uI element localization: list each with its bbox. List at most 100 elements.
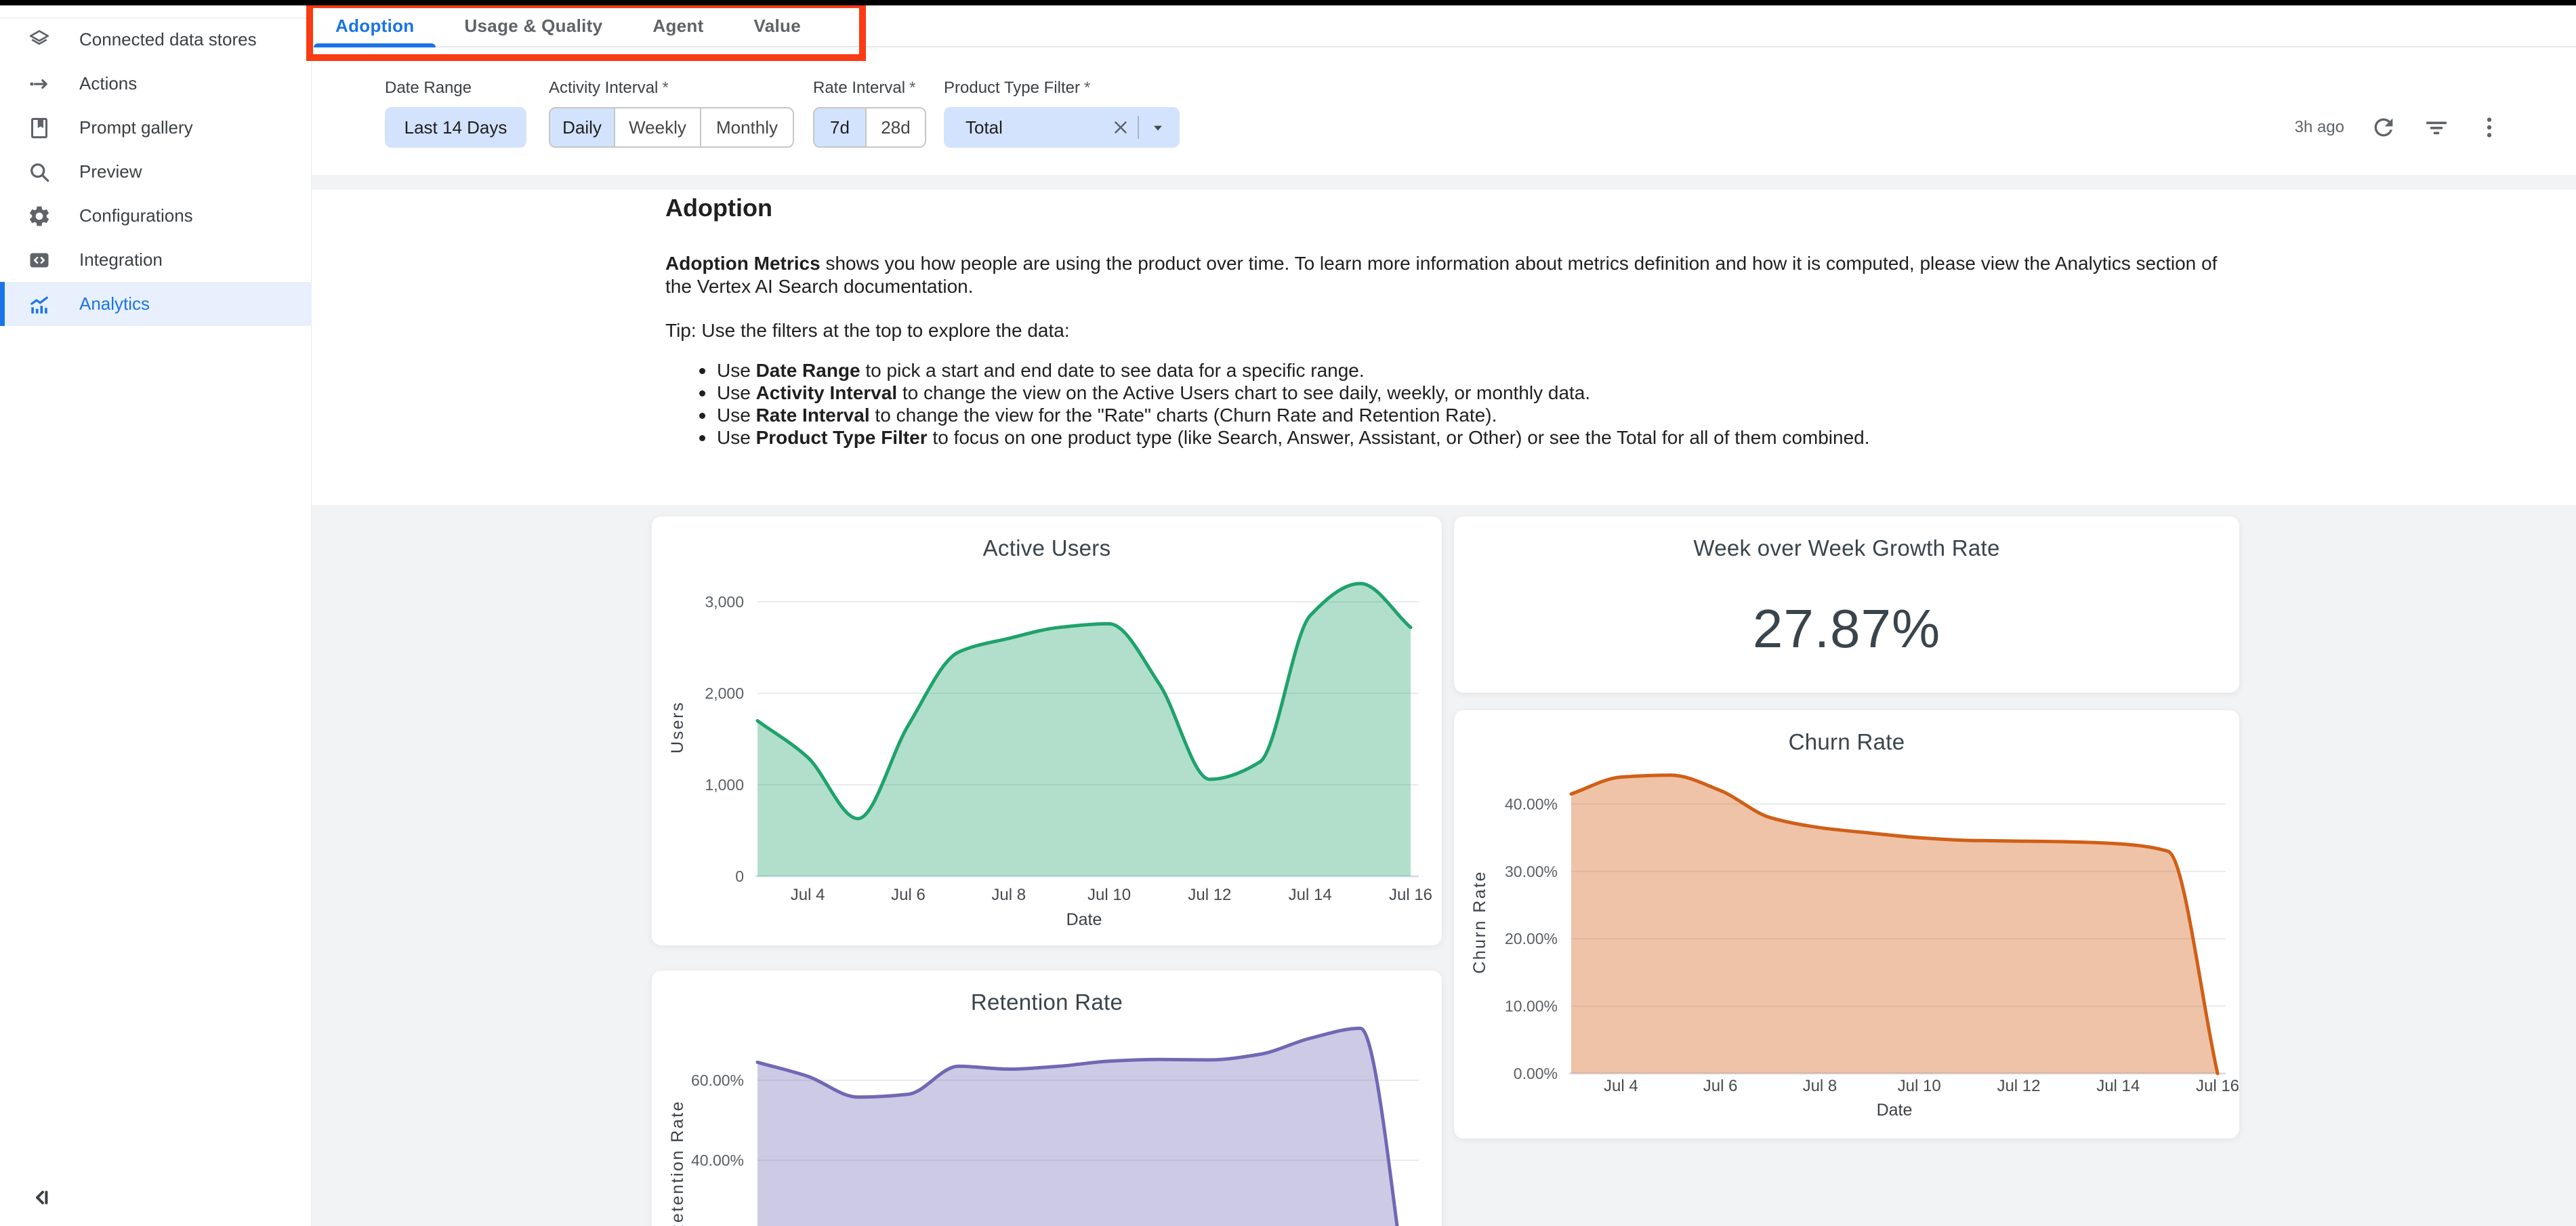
tab-label: Usage & Quality bbox=[464, 15, 603, 36]
product-type-filter-select[interactable]: Total bbox=[944, 107, 1180, 148]
sidebar-item-label: Analytics bbox=[79, 293, 150, 314]
svg-text:30.00%: 30.00% bbox=[1505, 863, 1558, 880]
tab-adoption[interactable]: Adoption bbox=[314, 5, 436, 47]
filter-icon[interactable] bbox=[2423, 114, 2450, 141]
svg-text:2,000: 2,000 bbox=[705, 684, 744, 702]
more-options-icon[interactable] bbox=[2476, 114, 2503, 141]
product-type-filter-label: Product Type Filter * bbox=[944, 79, 1091, 97]
description-panel bbox=[312, 190, 2576, 505]
sidebar: Connected data stores Actions bbox=[0, 5, 312, 1226]
search-icon bbox=[27, 160, 51, 184]
activity-interval-option-daily[interactable]: Daily bbox=[550, 108, 615, 146]
filter-bar: Date Range Last 14 Days Activity Interva… bbox=[312, 47, 2576, 175]
gear-icon bbox=[27, 204, 51, 228]
active-users-chart: 0 1,000 2,000 3,000 Jul 4 Jul 6 Jul 8 Jul 10 Jul… bbox=[652, 516, 1442, 945]
svg-text:Jul 8: Jul 8 bbox=[1803, 1077, 1837, 1095]
churn-rate-chart-card: Churn Rate 0.00% 10.00% 20.00% 30.00% 40.00%… bbox=[1454, 710, 2239, 1139]
dashboard-toolbar: 3h ago bbox=[2295, 107, 2503, 148]
active-users-chart-card: Active Users 0 1,000 2,000 3,000 Jul 4 Jul 6 J… bbox=[652, 516, 1442, 945]
svg-text:Jul 12: Jul 12 bbox=[1188, 886, 1231, 904]
activity-interval-option-weekly[interactable]: Weekly bbox=[615, 108, 701, 146]
tab-bar: Adoption Usage & Quality Agent Value bbox=[312, 5, 2576, 47]
rate-interval-label: Rate Interval * bbox=[813, 79, 916, 97]
sidebar-item-label: Connected data stores bbox=[79, 29, 257, 49]
svg-text:Jul 10: Jul 10 bbox=[1087, 886, 1131, 904]
chart-title: Churn Rate bbox=[1788, 729, 1905, 754]
chart-title: Active Users bbox=[982, 535, 1111, 560]
tip-bullet: Use Date Range to pick a start and end d… bbox=[665, 359, 2291, 382]
page-title: Adoption bbox=[665, 194, 772, 222]
code-icon bbox=[27, 248, 51, 272]
sidebar-item-prompt-gallery[interactable]: Prompt gallery bbox=[0, 106, 312, 150]
clear-icon[interactable] bbox=[1110, 117, 1131, 138]
sidebar-items: Connected data stores Actions bbox=[0, 18, 312, 326]
sidebar-item-actions[interactable]: Actions bbox=[0, 62, 312, 106]
chevron-down-icon[interactable] bbox=[1148, 118, 1167, 137]
activity-interval-label: Activity Interval * bbox=[549, 79, 669, 97]
svg-text:Jul 12: Jul 12 bbox=[1997, 1077, 2040, 1095]
svg-text:Jul 6: Jul 6 bbox=[891, 886, 926, 904]
svg-text:1,000: 1,000 bbox=[705, 776, 744, 794]
sidebar-item-preview[interactable]: Preview bbox=[0, 150, 312, 194]
rate-interval-option-7d[interactable]: 7d bbox=[814, 108, 867, 146]
tip-bullet: Use Activity Interval to change the view… bbox=[665, 382, 2291, 404]
svg-text:Date: Date bbox=[1066, 910, 1102, 929]
sidebar-item-integration[interactable]: Integration bbox=[0, 238, 312, 282]
svg-text:Jul 16: Jul 16 bbox=[1389, 886, 1432, 904]
svg-text:Users: Users bbox=[668, 701, 687, 754]
last-refreshed-text: 3h ago bbox=[2294, 118, 2344, 136]
tip-bullet: Use Rate Interval to change the view for… bbox=[665, 404, 2291, 426]
rate-interval-option-28d[interactable]: 28d bbox=[867, 108, 925, 146]
actions-icon bbox=[27, 72, 51, 96]
sidebar-item-configurations[interactable]: Configurations bbox=[0, 194, 312, 238]
svg-text:Churn Rate: Churn Rate bbox=[1470, 870, 1489, 974]
sidebar-item-label: Preview bbox=[79, 161, 142, 182]
date-range-label: Date Range bbox=[385, 79, 472, 97]
svg-text:20.00%: 20.00% bbox=[1505, 930, 1558, 947]
svg-text:Jul 6: Jul 6 bbox=[1703, 1077, 1738, 1095]
data-stores-icon bbox=[27, 28, 51, 52]
sidebar-item-label: Actions bbox=[79, 73, 138, 94]
sidebar-item-label: Configurations bbox=[79, 205, 193, 226]
churn-rate-chart: 0.00% 10.00% 20.00% 30.00% 40.00% Jul 4 Jul 6 J… bbox=[1454, 710, 2239, 1139]
product-type-filter-value: Total bbox=[965, 117, 1003, 138]
svg-text:Jul 8: Jul 8 bbox=[991, 886, 1026, 904]
svg-text:Jul 14: Jul 14 bbox=[1289, 886, 1332, 904]
tab-label: Adoption bbox=[335, 15, 415, 36]
svg-text:40.00%: 40.00% bbox=[1505, 795, 1558, 813]
svg-text:0: 0 bbox=[735, 867, 744, 885]
window-top-edge bbox=[0, 0, 2576, 5]
rate-interval-toggle: 7d 28d bbox=[813, 107, 926, 148]
date-range-value: Last 14 Days bbox=[404, 117, 507, 138]
chip-divider bbox=[1138, 116, 1139, 139]
refresh-icon[interactable] bbox=[2370, 114, 2397, 141]
tab-label: Agent bbox=[652, 15, 704, 36]
tip-text: Tip: Use the filters at the top to explo… bbox=[665, 320, 1070, 341]
sidebar-item-connected-data-stores[interactable]: Connected data stores bbox=[0, 18, 312, 62]
tab-value[interactable]: Value bbox=[732, 5, 823, 46]
tab-label: Value bbox=[753, 15, 801, 36]
svg-text:Jul 14: Jul 14 bbox=[2096, 1077, 2140, 1095]
analytics-icon bbox=[27, 292, 51, 316]
sidebar-item-label: Prompt gallery bbox=[79, 117, 193, 138]
tab-usage-quality[interactable]: Usage & Quality bbox=[442, 5, 624, 46]
activity-interval-toggle: Daily Weekly Monthly bbox=[549, 107, 794, 148]
svg-text:Jul 10: Jul 10 bbox=[1898, 1077, 1941, 1095]
svg-text:10.00%: 10.00% bbox=[1505, 998, 1558, 1015]
intro-paragraph: Adoption Metrics shows you how people ar… bbox=[665, 253, 2218, 297]
date-range-chip[interactable]: Last 14 Days bbox=[385, 107, 526, 148]
svg-text:3,000: 3,000 bbox=[705, 593, 744, 611]
sidebar-item-analytics[interactable]: Analytics bbox=[0, 282, 312, 326]
stat-title: Week over Week Growth Rate bbox=[1693, 535, 2000, 560]
svg-text:Date: Date bbox=[1877, 1101, 1913, 1120]
svg-text:60.00%: 60.00% bbox=[691, 1071, 744, 1089]
growth-rate-value: 27.87% bbox=[1752, 598, 1941, 659]
activity-interval-option-monthly[interactable]: Monthly bbox=[701, 108, 793, 146]
collapse-sidebar-icon[interactable] bbox=[24, 1181, 57, 1214]
svg-text:0.00%: 0.00% bbox=[1514, 1065, 1558, 1082]
tip-bullet-list: Use Date Range to pick a start and end d… bbox=[665, 359, 2291, 449]
svg-text:Jul 4: Jul 4 bbox=[1604, 1077, 1638, 1095]
tab-agent[interactable]: Agent bbox=[631, 5, 725, 46]
